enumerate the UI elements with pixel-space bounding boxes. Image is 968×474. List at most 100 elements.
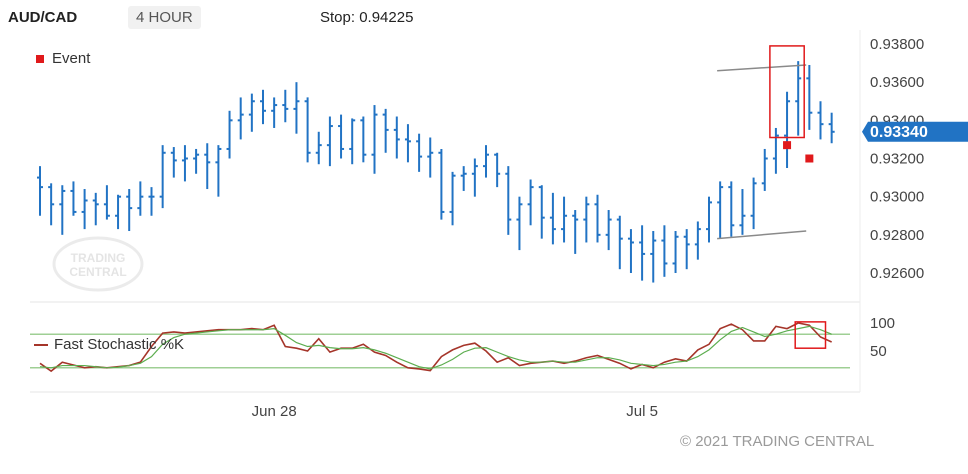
price-highlight-box (769, 45, 805, 139)
ohlc-bar (427, 137, 434, 178)
ohlc-bar (728, 181, 735, 237)
ohlc-bar (784, 91, 791, 169)
trendline (717, 230, 807, 240)
ohlc-bar (527, 179, 534, 226)
ohlc-bar (371, 105, 378, 174)
event-marker (805, 154, 814, 163)
ohlc-bar (583, 196, 590, 243)
ohlc-bar (706, 196, 712, 243)
ohlc-bar (605, 210, 612, 251)
ohlc-bar (404, 124, 411, 163)
ohlc-bar (226, 110, 233, 159)
stochastic-legend-label: Fast Stochastic %K (54, 336, 185, 353)
ohlc-bar (572, 210, 579, 254)
ohlc-bar (360, 116, 367, 163)
last-price-tag: 0.93340 (862, 121, 968, 142)
ohlc-bar (159, 145, 166, 209)
ohlc-bar (237, 97, 244, 140)
copyright-text: © 2021 TRADING CENTRAL (680, 433, 875, 450)
ohlc-bar (449, 171, 456, 226)
ohlc-bar (293, 82, 300, 134)
ohlc-bar (170, 147, 177, 178)
ohlc-bar (471, 158, 478, 197)
ohlc-bar (672, 231, 679, 273)
ohlc-bar (148, 187, 155, 216)
ohlc-bar (505, 166, 512, 235)
stop-label: Stop: 0.94225 (320, 9, 414, 26)
ohlc-bar (137, 181, 144, 216)
price-axis-tick: 0.93800 (870, 36, 924, 53)
ohlc-bar (828, 112, 835, 144)
timeframe-button[interactable]: 4 HOUR (128, 6, 201, 29)
trendline (717, 64, 807, 72)
watermark-ring (52, 236, 144, 292)
stochastic-d-line (39, 325, 832, 370)
ohlc-bar (260, 89, 266, 125)
last-price-tag-bg (862, 121, 968, 142)
ohlc-bar (215, 145, 222, 197)
ohlc-bar (549, 192, 556, 245)
ohlc-bar (650, 231, 657, 283)
ohlc-bar (59, 185, 66, 235)
stochastic-legend-swatch (34, 343, 48, 346)
ohlc-bar (772, 127, 779, 174)
price-axis-tick: 0.93000 (870, 189, 924, 206)
ohlc-bar (37, 166, 43, 216)
date-axis-tick: Jul 5 (626, 403, 658, 420)
ohlc-bar (193, 148, 200, 174)
ohlc-bar (516, 196, 523, 251)
ohlc-bar (92, 192, 99, 226)
ohlc-bar (817, 101, 824, 140)
ohlc-bar (538, 185, 545, 239)
ohlc-bar (393, 116, 400, 159)
ohlc-bar (806, 64, 813, 130)
ohlc-bar (627, 229, 634, 273)
ohlc-bar (282, 89, 289, 123)
ohlc-bar (204, 143, 211, 190)
ohlc-bar (81, 189, 88, 230)
ohlc-bar (416, 133, 423, 172)
ohlc-bar (315, 131, 322, 165)
ohlc-bar (661, 225, 668, 277)
watermark-text-line2: CENTRAL (69, 265, 126, 279)
ohlc-bar (304, 97, 311, 163)
symbol-label: AUD/CAD (8, 9, 78, 26)
ohlc-bar (750, 177, 757, 230)
ohlc-bar (694, 221, 701, 260)
ohlc-bars (37, 61, 835, 283)
ohlc-bar (683, 229, 690, 270)
ohlc-bar (639, 225, 646, 281)
date-axis-tick: Jun 28 (252, 403, 297, 420)
ohlc-bar (70, 181, 77, 216)
stochastic-legend: Fast Stochastic %K (34, 336, 184, 353)
ohlc-bar (438, 148, 445, 220)
price-axis-tick: 0.92800 (870, 227, 924, 244)
ohlc-bar (483, 145, 489, 178)
ohlc-bar (248, 93, 255, 132)
oscillator-axis-tick: 100 (870, 315, 895, 332)
stochastic-k-line (39, 322, 832, 373)
price-axis-tick: 0.92600 (870, 265, 924, 282)
price-axis-tick: 0.93200 (870, 151, 924, 168)
ohlc-bar (616, 215, 623, 270)
event-legend: Event (36, 50, 90, 67)
ohlc-bar (126, 189, 133, 232)
ohlc-bar (717, 181, 724, 239)
ohlc-bar (338, 114, 345, 159)
ohlc-bar (761, 148, 768, 191)
last-price-value: 0.93340 (870, 124, 928, 141)
ohlc-bar (460, 166, 467, 191)
ohlc-bar (739, 189, 746, 235)
ohlc-bar (594, 194, 601, 243)
ohlc-bar (795, 61, 802, 136)
ohlc-bar (382, 108, 389, 153)
oscillator-axis-tick: 50 (870, 343, 887, 360)
ohlc-bar (326, 116, 333, 167)
watermark-text-line1: TRADING (71, 251, 126, 265)
ohlc-bar (103, 185, 110, 220)
price-axis-tick: 0.93600 (870, 74, 924, 91)
ohlc-bar (48, 183, 55, 226)
